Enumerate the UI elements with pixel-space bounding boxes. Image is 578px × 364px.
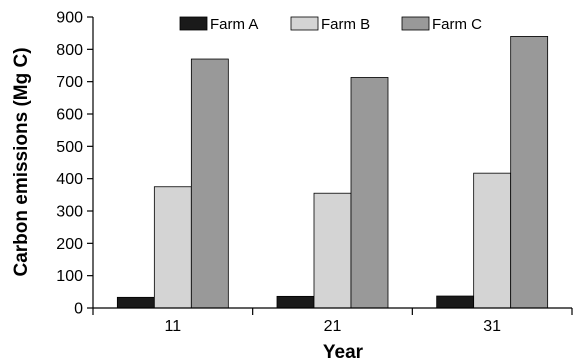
bar <box>116 296 155 309</box>
y-axis-title: Carbon emissions (Mg C) <box>11 47 32 276</box>
legend: Farm A Farm B Farm C <box>179 16 482 33</box>
y-tick-label: 700 <box>56 74 83 91</box>
legend-label: Farm B <box>321 16 370 33</box>
legend-swatch <box>290 16 319 31</box>
y-tick-label: 200 <box>56 236 83 253</box>
bar <box>436 295 475 309</box>
bars-group <box>116 36 549 309</box>
axes-group <box>92 17 572 309</box>
legend-label: Farm A <box>210 16 258 33</box>
legend-swatch <box>401 16 430 31</box>
bar <box>190 58 229 309</box>
y-tick-label: 500 <box>56 139 83 156</box>
x-tick-label: 21 <box>324 318 342 335</box>
x-tick-label: 11 <box>165 318 182 335</box>
bar <box>350 77 389 309</box>
bar <box>276 295 315 309</box>
x-axis-title: Year <box>323 342 364 363</box>
y-tick-label: 300 <box>56 204 83 221</box>
x-ticks-group: 11 21 31 <box>92 308 573 335</box>
y-tick-label: 800 <box>56 42 83 59</box>
y-tick-label: 0 <box>74 301 83 318</box>
legend-swatch <box>179 16 208 31</box>
bar <box>473 172 512 309</box>
x-tick-label: 31 <box>483 318 501 335</box>
bar <box>153 186 192 309</box>
y-ticks-group: 0 100 200 300 400 500 600 700 800 900 <box>56 10 93 318</box>
bar <box>510 36 549 309</box>
y-tick-label: 900 <box>56 10 83 27</box>
bar <box>313 192 352 309</box>
y-tick-label: 600 <box>56 107 83 124</box>
y-tick-label: 100 <box>56 268 83 285</box>
y-tick-label: 400 <box>56 171 83 188</box>
legend-label: Farm C <box>432 16 482 33</box>
